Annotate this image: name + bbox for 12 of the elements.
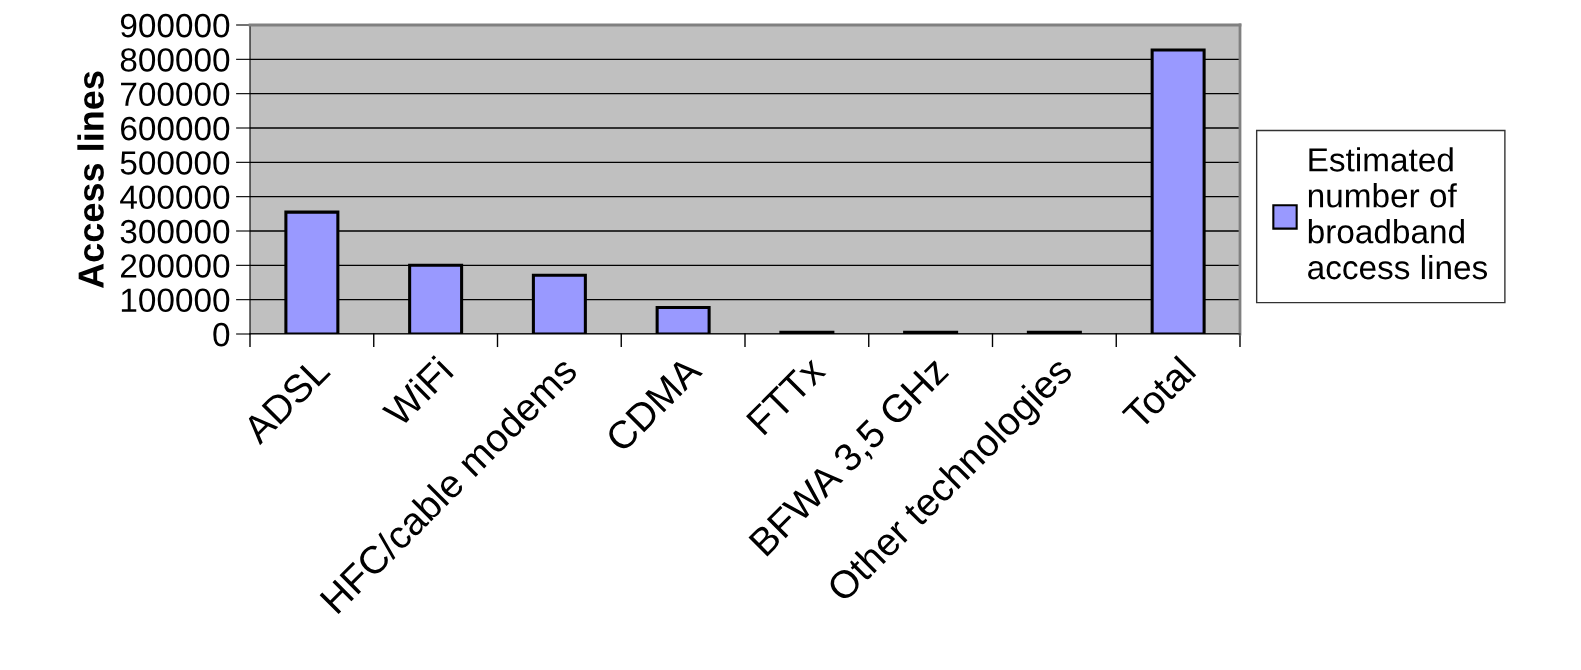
y-tick-label: 700000 <box>121 82 230 107</box>
y-tick-label: 800000 <box>120 48 230 72</box>
y-tick-label: 300000 <box>120 219 230 244</box>
y-tick-label: 200000 <box>121 254 230 278</box>
y-tick-label: 600000 <box>121 116 230 141</box>
legend-label: Estimated number of broadband access lines <box>1308 147 1488 280</box>
y-tick-label: 400000 <box>120 185 230 210</box>
y-tick-label: 500000 <box>120 151 230 175</box>
y-tick-label: 100000 <box>121 288 230 313</box>
y-axis-title: Access lines <box>77 71 104 288</box>
y-tick-label: 0 <box>213 322 230 347</box>
y-tick-label: 900000 <box>120 13 230 38</box>
